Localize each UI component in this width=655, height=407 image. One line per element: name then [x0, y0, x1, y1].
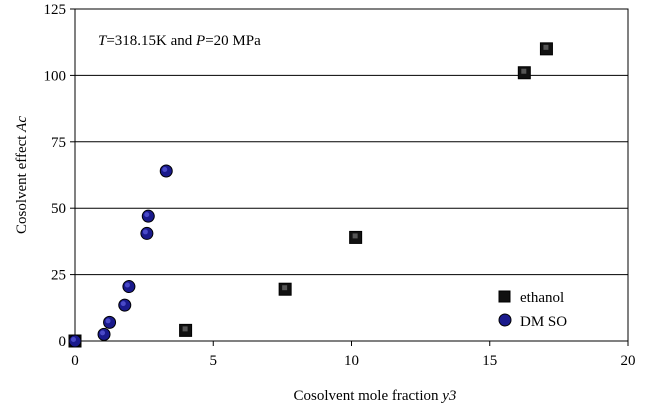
dmso-point	[97, 327, 111, 341]
legend-marker-ethanol	[498, 290, 511, 303]
legend-label-ethanol: ethanol	[520, 290, 564, 306]
dmso-point	[103, 315, 117, 329]
x-tick-label: 10	[344, 353, 359, 369]
y-tick-label: 100	[44, 68, 67, 84]
x-tick-label: 15	[482, 353, 497, 369]
x-axis-title: Cosolvent mole fraction y3	[294, 388, 457, 404]
legend: ethanol DM SO	[498, 290, 567, 330]
dmso-point	[159, 164, 173, 178]
annotation: T=318.15K and P=20 MPa	[98, 33, 261, 49]
dmso-point	[68, 334, 82, 348]
dmso-point	[122, 280, 136, 294]
dmso-point	[140, 226, 154, 240]
ethanol-point	[517, 66, 531, 80]
x-tick-label: 20	[621, 353, 636, 369]
ethanol-point	[278, 282, 292, 296]
x-tick-label: 5	[210, 353, 218, 369]
y-tick-label: 25	[51, 268, 66, 284]
y-tick-label: 125	[44, 2, 67, 18]
y-tick-label: 75	[51, 135, 66, 151]
y-tick-label: 0	[59, 334, 67, 350]
ethanol-point	[349, 230, 363, 244]
y-axis-title: Cosolvent effect Ac	[14, 116, 30, 234]
x-tick-label: 0	[71, 353, 79, 369]
ethanol-point	[539, 42, 553, 56]
ethanol-point	[179, 323, 193, 337]
legend-marker-dmso	[498, 313, 512, 327]
dmso-point	[141, 209, 155, 223]
legend-label-dmso: DM SO	[520, 314, 567, 330]
dmso-point	[118, 298, 132, 312]
y-tick-label: 50	[51, 201, 66, 217]
